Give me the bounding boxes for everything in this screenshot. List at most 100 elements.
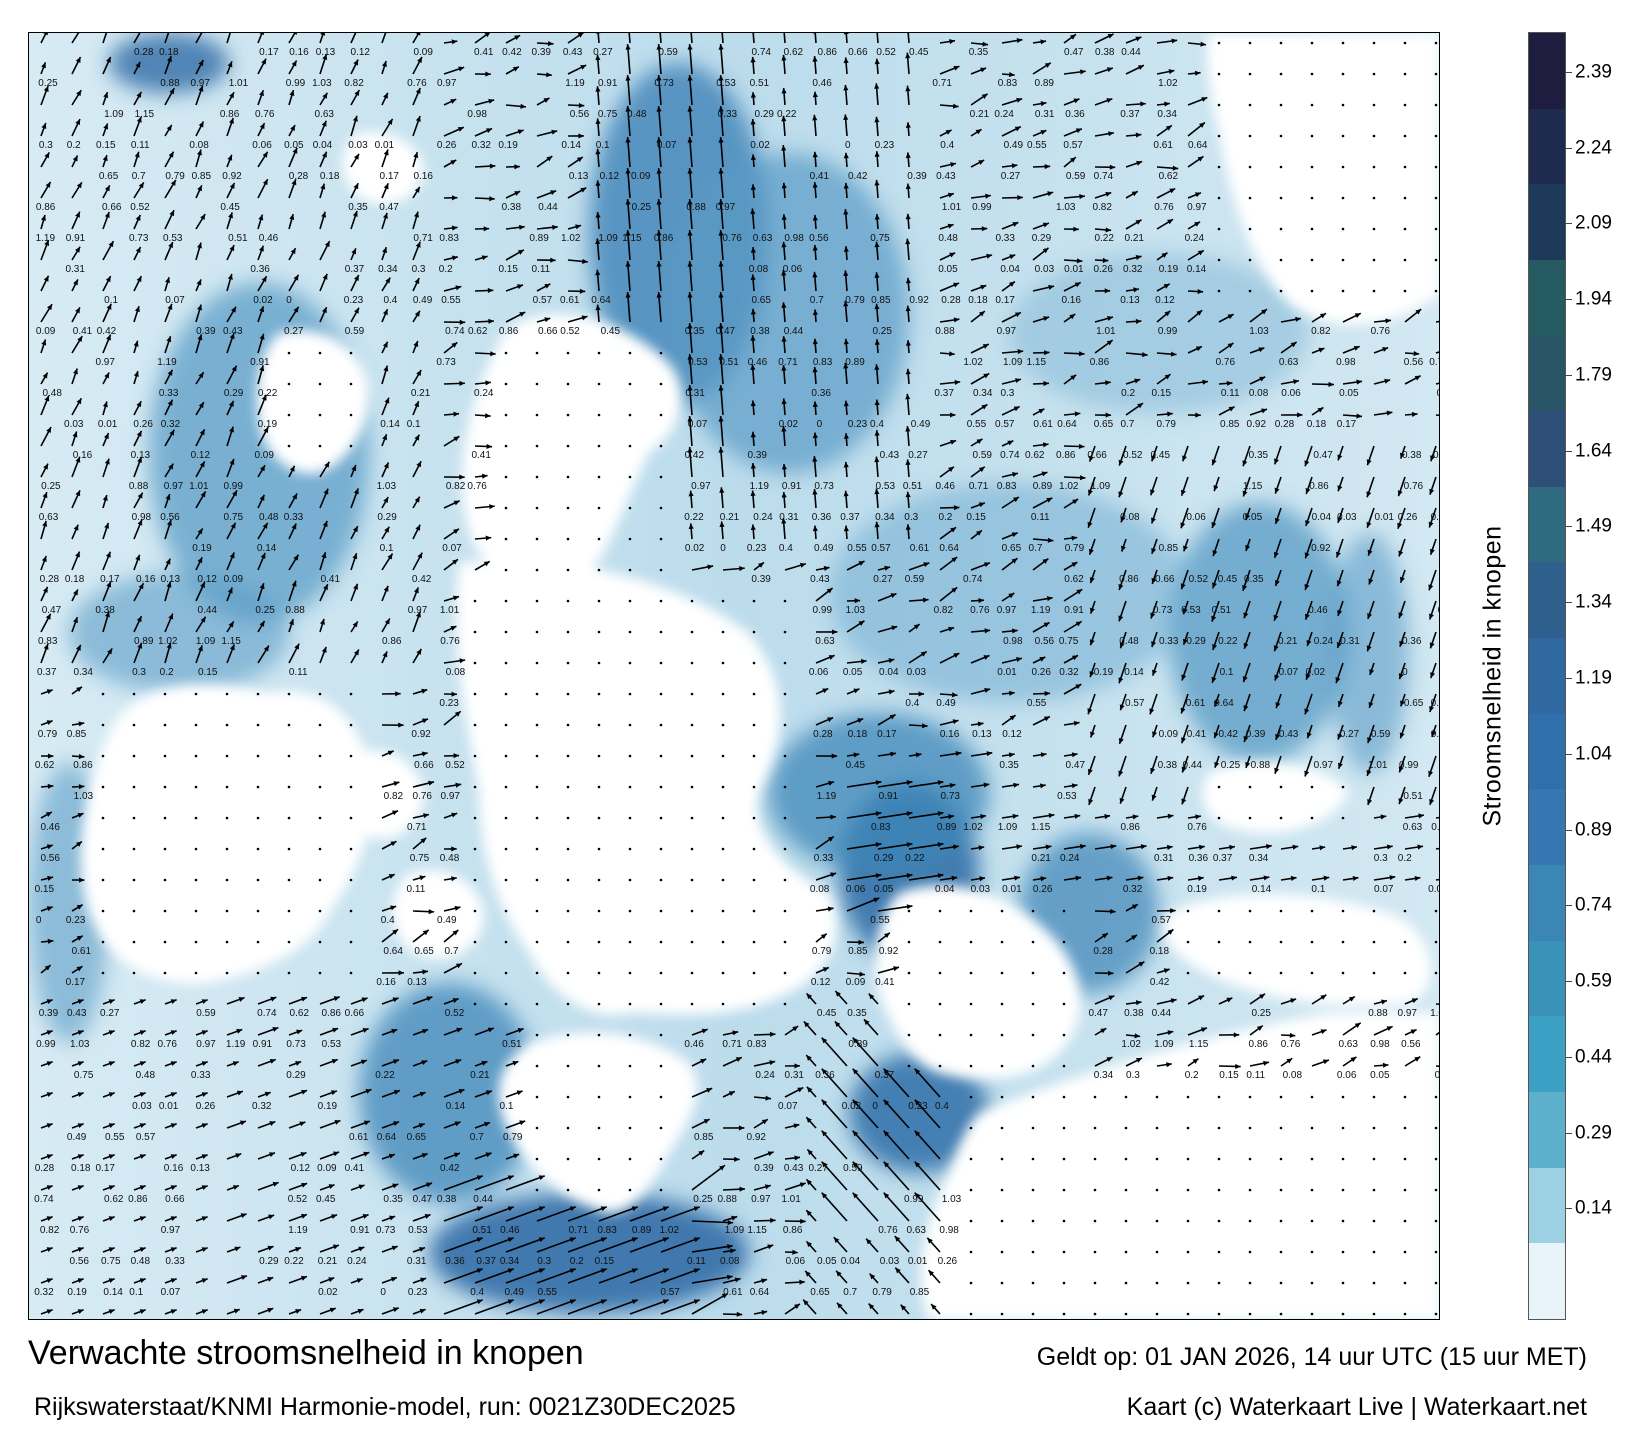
grid-dot (566, 413, 570, 417)
grid-dot (1279, 1312, 1283, 1316)
grid-dot (969, 971, 973, 975)
arrow-head (750, 400, 756, 407)
arrow-head (914, 1099, 921, 1106)
arrow-head (291, 580, 297, 587)
speed-label: 0.41 (379, 1318, 399, 1320)
arrow-head (135, 61, 141, 68)
speed-label: 0.44 (1121, 47, 1141, 58)
grid-dot (1217, 196, 1221, 200)
speed-label: 0.15 (595, 1256, 615, 1267)
speed-label: 0.65 (810, 1287, 830, 1298)
colorbar-segment (1529, 184, 1565, 260)
speed-label: 0.85 (910, 1287, 930, 1298)
arrow-head (324, 241, 330, 248)
arrow-head (196, 242, 202, 249)
arrow-head (1108, 131, 1114, 137)
grid-dot (1062, 1002, 1066, 1006)
grid-dot (473, 940, 477, 944)
grid-dot (1217, 103, 1221, 107)
speed-label: 1.01 (189, 481, 209, 492)
current-speed-map[interactable]: 0.28 0.18 0.17 0.16 0.13 0.12 0.09 0.41 0.42 0.39… (28, 32, 1440, 1320)
arrow-head (1009, 715, 1016, 721)
arrow-head (551, 129, 558, 135)
arrow-head (1382, 347, 1389, 352)
arrow-head (228, 212, 234, 219)
grid-dot (1434, 1312, 1438, 1316)
speed-label: 0.82 (446, 481, 466, 492)
current-arrow (598, 1237, 638, 1253)
speed-label: 0.75 (870, 233, 890, 244)
arrow-head (874, 488, 880, 495)
speed-label: 0.11 (687, 1256, 706, 1267)
current-arrow (598, 1206, 638, 1222)
grid-dot (1434, 940, 1438, 944)
speed-label: 0.13 (407, 977, 427, 988)
grid-dot (1248, 258, 1252, 262)
grid-dot (1062, 1250, 1066, 1254)
arrow-head (761, 1278, 767, 1284)
arrow-head (1106, 67, 1113, 73)
grid-dot (597, 1095, 601, 1099)
grid-dot (1403, 196, 1407, 200)
arrow-head (858, 939, 864, 945)
grid-dot (225, 909, 229, 913)
arrow-head (951, 556, 958, 563)
grid-dot (566, 630, 570, 634)
speed-label: 0.65 (99, 171, 119, 182)
arrow-head (46, 426, 52, 433)
speed-label: 0.35 (847, 1008, 867, 1019)
arrow-head (1088, 548, 1094, 555)
arrow-head (259, 365, 265, 372)
current-arrow (877, 843, 913, 850)
arrow-head (874, 241, 880, 248)
colorbar-segment (1529, 789, 1565, 866)
grid-dot (1372, 72, 1376, 76)
arrow-head (1337, 733, 1343, 740)
arrow-head (392, 929, 399, 935)
grid-dot (1031, 1157, 1035, 1161)
speed-label: 0.66 (848, 47, 868, 58)
arrow-head (1167, 813, 1174, 819)
grid-dot (1000, 909, 1004, 913)
arrow-head (1261, 408, 1268, 414)
speed-label: 0.25 (41, 481, 61, 492)
arrow-head (289, 214, 295, 221)
speed-label: 0.41 (474, 47, 494, 58)
grid-dot (969, 1126, 973, 1130)
arrow-head (1430, 672, 1436, 679)
arrow-head (1212, 582, 1217, 589)
speed-label: 0.2 (160, 667, 174, 678)
arrow-head (1385, 318, 1392, 324)
speed-label: 0.23 (908, 1101, 928, 1112)
grid-dot (1062, 1281, 1066, 1285)
arrow-head (1261, 309, 1267, 315)
speed-label: 0.86 (1309, 481, 1329, 492)
grid-dot (504, 754, 508, 758)
arrow-head (487, 1027, 494, 1033)
speed-label: 0.64 (1188, 140, 1208, 151)
grid-dot (1310, 785, 1314, 789)
speed-label: 0.91 (1064, 605, 1084, 616)
speed-label: 0.45 (601, 326, 621, 337)
arrow-head (353, 153, 359, 160)
arrow-head (843, 525, 849, 532)
current-arrow (914, 1192, 941, 1222)
arrow-head (47, 938, 54, 944)
grid-dot (1093, 1157, 1097, 1161)
grid-dot (659, 1064, 663, 1068)
speed-label: 0.66 (414, 760, 434, 771)
grid-dot (132, 785, 136, 789)
arrow-head (41, 339, 47, 346)
grid-dot (1372, 971, 1376, 975)
grid-dot (1341, 134, 1345, 138)
arrow-head (1079, 194, 1085, 200)
speed-label: 0.15 (96, 140, 116, 151)
grid-dot (1279, 134, 1283, 138)
grid-dot (1124, 1219, 1128, 1223)
arrow-head (1213, 732, 1219, 739)
arrow-head (1350, 1056, 1357, 1063)
speed-label: 0.37 (476, 1256, 496, 1267)
grid-dot (1403, 1219, 1407, 1223)
grid-dot (566, 1033, 570, 1037)
speed-label: 0.91 (350, 1225, 370, 1236)
